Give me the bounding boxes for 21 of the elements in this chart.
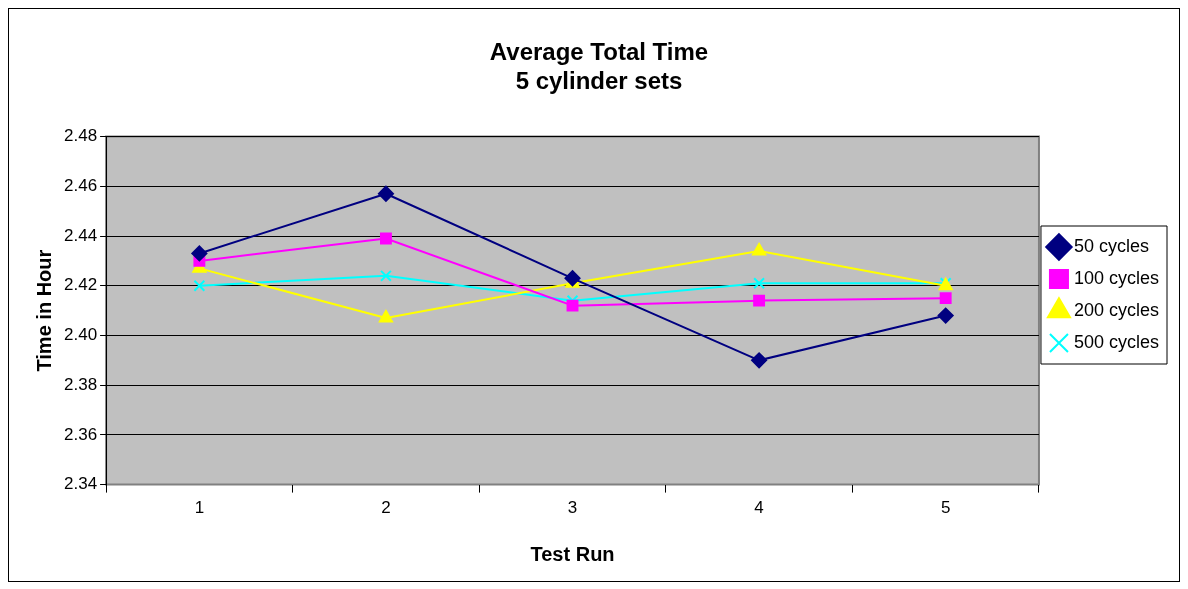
legend-label: 200 cycles xyxy=(1073,299,1159,320)
y-tick-label: 2.40 xyxy=(63,325,98,345)
y-tick-label: 2.44 xyxy=(63,225,98,245)
x-tick-label: 3 xyxy=(567,498,578,518)
x-axis-title: Test Run xyxy=(530,542,615,565)
y-tick-label: 2.48 xyxy=(63,126,98,146)
x-tick-label: 4 xyxy=(754,498,764,518)
legend-label: 500 cycles xyxy=(1073,331,1159,352)
x-tick-label: 2 xyxy=(381,498,391,518)
y-tick-label: 2.36 xyxy=(63,424,98,444)
y-tick-label: 2.38 xyxy=(63,374,98,394)
y-axis-title: Time in Hour xyxy=(32,249,55,372)
text: Average Total Time xyxy=(489,38,709,66)
x-tick-label: 1 xyxy=(194,498,205,518)
y-tick-label: 2.34 xyxy=(63,474,98,494)
y-tick-label: 2.46 xyxy=(63,176,98,195)
legend-label: 100 cycles xyxy=(1073,267,1159,288)
y-tick-label: 2.42 xyxy=(63,275,98,295)
x-tick-label: 5 xyxy=(940,498,951,518)
text: 5 cylinder sets xyxy=(515,66,683,94)
legend-label: 50 cycles xyxy=(1073,235,1149,256)
